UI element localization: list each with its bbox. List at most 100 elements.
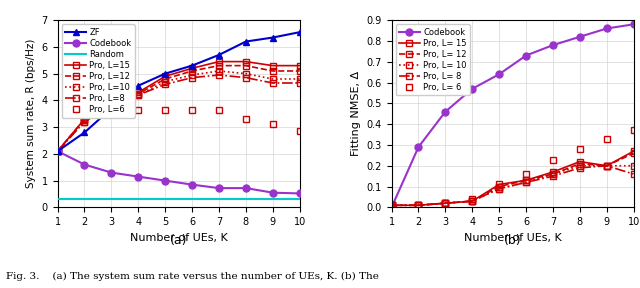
Pro, L=8 [134,93,142,97]
Pro, L= 8 [415,204,422,207]
Codebook [108,171,115,174]
Pro, L=8 [242,76,250,79]
Pro, L= 8 [468,199,476,203]
Codebook [415,145,422,149]
Codebook [242,186,250,190]
ZF [54,149,61,153]
Pro, L=8 [269,81,276,85]
Random [134,197,142,200]
Line: Codebook: Codebook [54,148,303,197]
Random [296,197,303,200]
Codebook [576,35,584,39]
Pro, L= 10 [415,204,422,207]
Pro, L= 8 [603,164,611,168]
Line: Codebook: Codebook [388,21,637,211]
Line: Pro, L= 15: Pro, L= 15 [388,148,637,209]
Pro, L=8 [108,105,115,109]
ZF [215,53,223,57]
Random [54,197,61,200]
Pro, L= 15 [630,149,637,153]
Pro, L= 10 [388,204,396,207]
Pro, L= 6 [522,172,530,176]
Pro, L=15 [215,60,223,63]
Pro, L=6 [81,120,88,124]
Pro, L=12 [108,103,115,106]
Pro, L= 10 [495,187,503,190]
Codebook [468,87,476,90]
Codebook [81,163,88,166]
X-axis label: Number of UEs, K: Number of UEs, K [464,233,561,242]
Pro, L= 12 [522,179,530,182]
Pro, L= 6 [415,204,422,207]
Pro, L= 8 [630,172,637,176]
Pro, L=6 [161,108,169,111]
Pro, L= 6 [468,197,476,201]
Pro, L= 15 [495,183,503,186]
Pro, L=6 [54,149,61,153]
Pro, L= 6 [603,137,611,141]
Pro, L= 12 [388,204,396,207]
Codebook [269,191,276,194]
Pro, L=12 [215,64,223,67]
Codebook [603,27,611,30]
Pro, L= 6 [549,158,557,161]
ZF [188,64,196,67]
Pro, L= 12 [415,204,422,207]
Pro, L=6 [188,108,196,111]
Random [269,197,276,200]
Pro, L=10 [108,104,115,107]
Pro, L= 12 [549,172,557,176]
Pro, L=10 [269,77,276,81]
Line: Pro, L=8: Pro, L=8 [54,71,303,155]
Legend: Codebook, Pro, L= 15, Pro, L= 12, Pro, L= 10, Pro, L= 8, Pro, L= 6: Codebook, Pro, L= 15, Pro, L= 12, Pro, L… [396,24,470,95]
ZF [161,72,169,75]
Pro, L=8 [188,76,196,79]
Pro, L=6 [269,123,276,126]
Pro, L= 10 [603,164,611,168]
Line: Pro, L=6: Pro, L=6 [54,105,303,155]
Pro, L= 15 [388,204,396,207]
Pro, L=12 [269,69,276,73]
Pro, L=10 [215,69,223,73]
Pro, L=8 [215,73,223,77]
Line: Pro, L= 6: Pro, L= 6 [388,127,637,209]
Text: (a): (a) [170,234,188,247]
Codebook [388,206,396,209]
Pro, L=10 [81,119,88,122]
Random [161,197,169,200]
Pro, L=12 [54,149,61,153]
Pro, L=12 [242,64,250,67]
Codebook [522,54,530,57]
Pro, L= 10 [576,164,584,168]
Pro, L=10 [161,80,169,84]
Pro, L=15 [188,67,196,70]
Pro, L= 8 [388,204,396,207]
Pro, L= 6 [388,204,396,207]
Pro, L=8 [54,149,61,153]
X-axis label: Number of UEs, K: Number of UEs, K [130,233,227,242]
Pro, L=6 [134,108,142,111]
Pro, L=12 [134,92,142,95]
Pro, L= 12 [442,202,449,205]
Pro, L= 8 [549,175,557,178]
Pro, L= 10 [630,164,637,168]
Line: Pro, L=12: Pro, L=12 [54,62,303,155]
ZF [134,84,142,88]
Pro, L=10 [296,77,303,81]
Pro, L=15 [269,64,276,67]
Codebook [630,22,637,26]
Pro, L=12 [161,77,169,81]
Random [188,197,196,200]
Pro, L= 6 [442,202,449,205]
Codebook [134,175,142,178]
ZF [242,40,250,43]
Codebook [215,186,223,190]
Pro, L=10 [54,149,61,153]
Pro, L= 15 [522,179,530,182]
Pro, L= 15 [549,170,557,174]
Pro, L=10 [188,73,196,77]
ZF [108,107,115,110]
Pro, L= 15 [442,202,449,205]
Pro, L= 15 [576,160,584,163]
Pro, L=6 [108,107,115,110]
